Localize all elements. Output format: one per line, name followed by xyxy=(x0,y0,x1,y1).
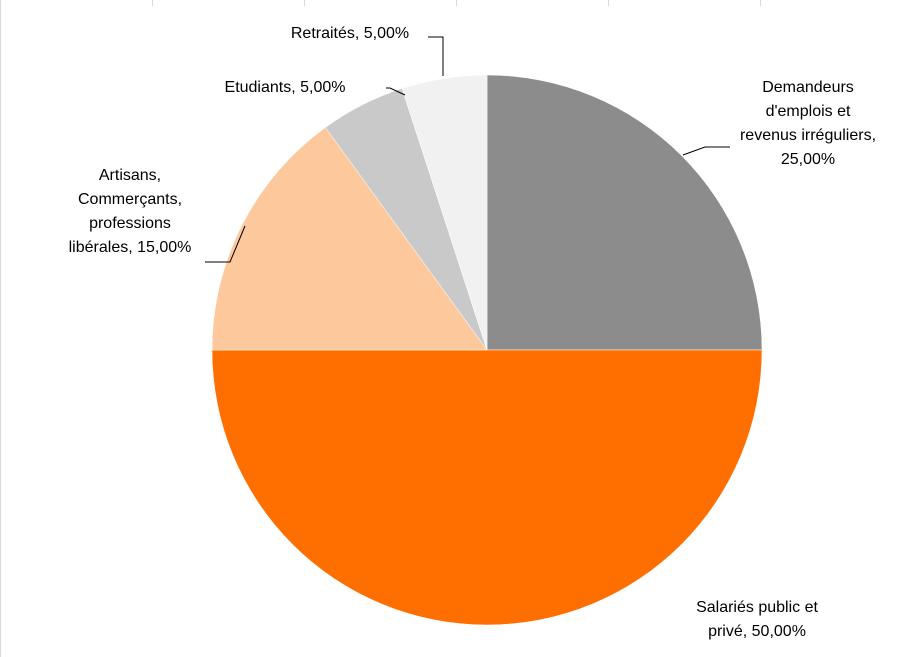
leader-line xyxy=(205,225,246,263)
slice-label: Demandeurs d'emplois et revenus irrégulier… xyxy=(740,79,876,168)
chart-border xyxy=(0,0,1,657)
pie-slice xyxy=(211,127,488,351)
pie-slice xyxy=(211,349,763,626)
slice-label: Retraités, 5,00% xyxy=(291,25,409,42)
pie-slice xyxy=(401,74,488,351)
slice-label: Salariés public et privé, 50,00% xyxy=(696,599,818,640)
leader-lines xyxy=(205,36,730,263)
pie-slices xyxy=(211,74,763,626)
ruler-tick xyxy=(760,0,761,6)
slice-label: Artisans, Commerçants, professions libérale… xyxy=(69,167,192,256)
ruler-tick xyxy=(608,0,609,6)
ruler-tick xyxy=(152,0,153,6)
ruler-tick xyxy=(304,0,305,6)
leader-line xyxy=(428,36,444,76)
ruler-tick xyxy=(456,0,457,6)
leader-line xyxy=(682,146,730,156)
top-ruler xyxy=(0,0,911,6)
leader-line xyxy=(386,87,406,96)
slice-label: Etudiants, 5,00% xyxy=(225,79,346,96)
pie-slice xyxy=(486,74,763,351)
data-labels: Demandeurs d'emplois et revenus irrégulier… xyxy=(69,25,876,640)
